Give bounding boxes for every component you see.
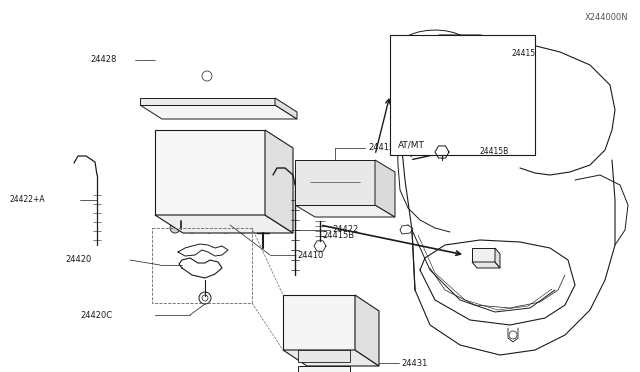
Text: 24428: 24428 — [90, 55, 116, 64]
Text: 24415B: 24415B — [322, 231, 354, 241]
Polygon shape — [295, 160, 375, 205]
Bar — [390, 35, 535, 155]
Text: 24420: 24420 — [65, 256, 92, 264]
Polygon shape — [298, 366, 350, 372]
Polygon shape — [472, 248, 495, 262]
Polygon shape — [410, 57, 510, 70]
Polygon shape — [355, 295, 379, 366]
Polygon shape — [375, 160, 395, 217]
Polygon shape — [495, 248, 500, 268]
Polygon shape — [265, 130, 293, 233]
Circle shape — [204, 223, 214, 233]
Polygon shape — [472, 262, 500, 268]
Text: X244000N: X244000N — [585, 13, 628, 22]
Text: 24415: 24415 — [368, 144, 394, 153]
Text: 24410: 24410 — [297, 250, 323, 260]
Text: AT/MT: AT/MT — [398, 141, 425, 150]
Polygon shape — [283, 295, 355, 350]
Circle shape — [187, 223, 197, 233]
Circle shape — [221, 223, 231, 233]
Polygon shape — [400, 70, 520, 87]
Text: 24422+A: 24422+A — [10, 196, 45, 205]
Text: 24420C: 24420C — [80, 311, 112, 320]
Text: 24415B: 24415B — [479, 148, 508, 157]
Text: 24415: 24415 — [512, 48, 536, 58]
Polygon shape — [283, 350, 379, 366]
Circle shape — [170, 223, 180, 233]
Polygon shape — [275, 98, 297, 119]
Polygon shape — [140, 105, 297, 119]
Text: 24431: 24431 — [401, 359, 428, 368]
Circle shape — [238, 223, 248, 233]
Text: 24422: 24422 — [332, 225, 358, 234]
Polygon shape — [155, 215, 293, 233]
Polygon shape — [298, 350, 350, 362]
Polygon shape — [295, 205, 395, 217]
Polygon shape — [140, 98, 275, 105]
Polygon shape — [155, 130, 265, 215]
